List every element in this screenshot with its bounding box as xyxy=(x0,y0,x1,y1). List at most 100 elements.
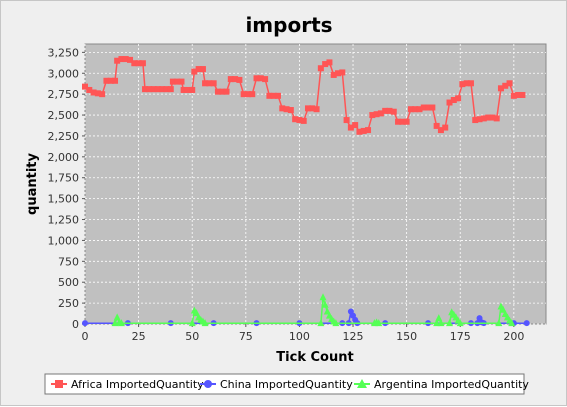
y-tick-label: 3,250 xyxy=(48,46,80,59)
data-point xyxy=(489,114,496,121)
data-point xyxy=(456,319,464,327)
data-point xyxy=(493,115,500,122)
data-point xyxy=(442,124,449,131)
data-point xyxy=(317,65,324,72)
data-point xyxy=(476,116,483,123)
data-point xyxy=(195,66,202,73)
data-point xyxy=(322,61,329,68)
data-point xyxy=(279,105,286,112)
y-tick-label: 1,500 xyxy=(48,193,80,206)
data-point xyxy=(188,319,196,327)
data-point xyxy=(214,88,221,95)
data-point xyxy=(330,71,337,78)
data-point xyxy=(386,107,393,114)
data-point xyxy=(163,86,170,93)
data-point xyxy=(412,106,419,113)
y-tick-label: 1,750 xyxy=(48,172,80,185)
x-tick-label: 100 xyxy=(289,330,310,343)
y-tick-label: 1,250 xyxy=(48,214,80,227)
data-point xyxy=(446,319,454,327)
data-point xyxy=(420,104,427,111)
data-point xyxy=(249,91,256,98)
data-point xyxy=(262,76,269,83)
data-point xyxy=(210,80,217,87)
x-tick-label: 75 xyxy=(239,330,253,343)
data-point xyxy=(103,77,110,84)
data-point xyxy=(180,86,187,93)
data-point xyxy=(90,89,97,96)
data-point xyxy=(270,92,277,99)
data-point xyxy=(339,69,346,76)
data-point xyxy=(232,76,239,83)
data-point xyxy=(99,91,106,98)
data-point xyxy=(502,82,509,89)
data-point xyxy=(174,78,181,85)
data-point xyxy=(191,68,198,75)
y-tick-label: 250 xyxy=(58,297,79,310)
data-point xyxy=(506,80,513,87)
data-point xyxy=(86,86,93,93)
data-point xyxy=(107,77,114,84)
data-point xyxy=(304,105,311,112)
data-point xyxy=(189,86,196,93)
y-tick-label: 500 xyxy=(58,276,79,289)
y-tick-label: 2,750 xyxy=(48,88,80,101)
data-point xyxy=(437,319,445,327)
series-africa xyxy=(82,56,526,135)
data-point xyxy=(257,75,264,82)
x-tick-label: 150 xyxy=(396,330,417,343)
data-point xyxy=(416,106,423,113)
data-point xyxy=(240,91,247,98)
data-point xyxy=(227,76,234,83)
data-point xyxy=(497,85,504,92)
data-point xyxy=(508,319,516,327)
data-point xyxy=(274,92,281,99)
data-point xyxy=(399,118,406,125)
data-point xyxy=(309,105,316,112)
data-point xyxy=(369,112,376,119)
data-point xyxy=(407,106,414,113)
data-point xyxy=(253,75,260,82)
data-point xyxy=(139,60,146,67)
data-point xyxy=(472,117,479,124)
data-point xyxy=(169,78,176,85)
x-axis: 0 25 50 75 100 125 150 175 200 xyxy=(82,324,524,343)
chart-title: imports xyxy=(245,13,332,37)
data-point xyxy=(202,80,209,87)
y-axis-label: quantity xyxy=(25,153,40,215)
data-point xyxy=(219,88,226,95)
data-point xyxy=(467,80,474,87)
data-point xyxy=(437,127,444,134)
data-point xyxy=(112,77,119,84)
data-point xyxy=(450,97,457,103)
data-point xyxy=(114,57,121,64)
y-tick-label: 1,000 xyxy=(48,234,80,247)
data-point xyxy=(146,86,153,93)
data-point xyxy=(199,66,206,73)
data-point xyxy=(523,320,530,327)
data-point xyxy=(515,91,522,98)
series-layer xyxy=(82,56,530,327)
data-point xyxy=(184,86,191,93)
data-point xyxy=(382,107,389,114)
data-point xyxy=(332,319,340,327)
data-point xyxy=(459,81,466,88)
data-point xyxy=(343,117,350,124)
y-tick-label: 2,000 xyxy=(48,151,80,164)
data-point xyxy=(300,117,307,124)
data-point xyxy=(360,127,367,134)
data-point xyxy=(154,86,161,93)
series-argentina xyxy=(111,293,516,327)
x-tick-label: 50 xyxy=(185,330,199,343)
x-tick-label: 0 xyxy=(82,330,89,343)
data-point xyxy=(455,95,462,102)
data-point xyxy=(390,108,397,115)
data-point xyxy=(131,60,138,67)
legend-item-africa: Africa ImportedQuantity xyxy=(51,378,204,391)
x-tick-label: 25 xyxy=(132,330,146,343)
data-point xyxy=(283,106,290,113)
data-point xyxy=(425,104,432,111)
y-tick-label: 3,000 xyxy=(48,67,80,80)
data-point xyxy=(150,86,157,93)
